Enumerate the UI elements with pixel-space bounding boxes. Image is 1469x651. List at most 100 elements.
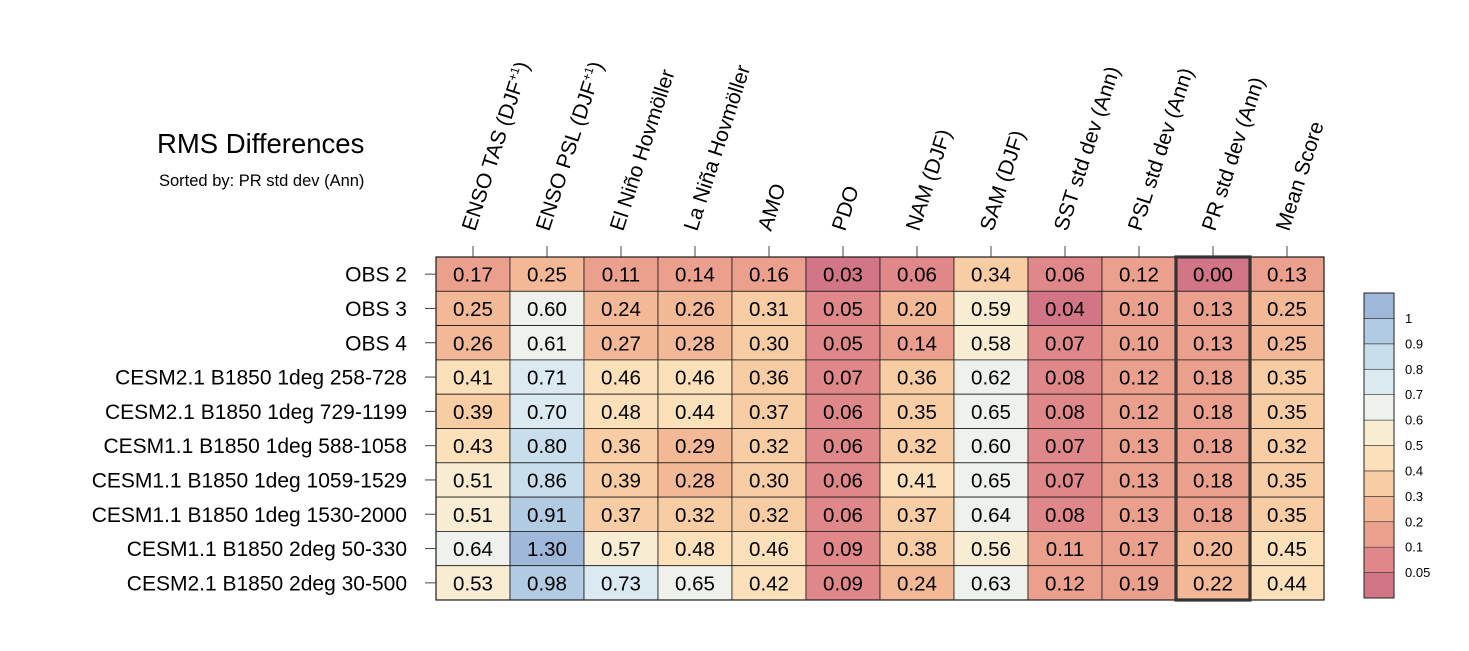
heatmap-cell [1249, 496, 1325, 532]
cell-value-label: 0.36 [601, 435, 641, 458]
cell-value-label: 0.44 [1267, 572, 1307, 595]
heatmap-cell [509, 256, 585, 292]
cell-value-label: 0.09 [823, 538, 863, 561]
cell-value-label: 0.12 [1119, 264, 1159, 287]
heatmap-cell [805, 428, 881, 464]
cell-value-label: 0.07 [1045, 332, 1085, 355]
column-label-sst-std-dev-ann: SST std dev (Ann) [1050, 64, 1125, 234]
cell-value-label: 0.59 [971, 298, 1011, 321]
cell-value-label: 0.71 [527, 367, 567, 390]
cell-value-label: 0.32 [675, 504, 715, 527]
legend-color-swatch [1363, 470, 1395, 497]
heatmap-cell [1175, 290, 1251, 326]
cell-value-label: 0.19 [1119, 572, 1159, 595]
legend-tick-label: 0.5 [1405, 438, 1423, 453]
heatmap-cell [435, 428, 511, 464]
heatmap-cell [509, 531, 585, 567]
cell-value-label: 0.12 [1045, 572, 1085, 595]
heatmap-cell [805, 256, 881, 292]
heatmap-cell [953, 393, 1029, 429]
cell-value-label: 0.61 [527, 332, 567, 355]
cell-value-label: 0.10 [1119, 298, 1159, 321]
heatmap-cell [657, 290, 733, 326]
row-label-obs-2: OBS 2 [345, 264, 407, 287]
cell-value-label: 0.13 [1267, 264, 1307, 287]
cell-value-label: 0.17 [1119, 538, 1159, 561]
cell-value-label: 0.22 [1193, 572, 1233, 595]
heatmap-cell [509, 565, 585, 601]
cell-value-label: 0.56 [971, 538, 1011, 561]
cell-value-label: 0.05 [823, 298, 863, 321]
row-label-cesm1-1-b1850-1deg-1059-1529: CESM1.1 B1850 1deg 1059-1529 [92, 469, 407, 492]
cell-value-label: 0.35 [1267, 504, 1307, 527]
legend-color-swatch [1363, 292, 1395, 319]
heatmap-cell [435, 393, 511, 429]
heatmap-cell [583, 325, 659, 361]
cell-value-label: 0.51 [453, 504, 493, 527]
legend-color-swatch [1363, 394, 1395, 421]
heatmap-cell [731, 462, 807, 498]
cell-value-label: 0.73 [601, 572, 641, 595]
cell-value-label: 0.80 [527, 435, 567, 458]
heatmap-cell [1249, 256, 1325, 292]
heatmap-cell [657, 496, 733, 532]
cell-value-label: 0.39 [601, 469, 641, 492]
legend-color-swatch [1363, 368, 1395, 395]
cell-value-label: 0.65 [971, 469, 1011, 492]
cell-value-label: 0.42 [749, 572, 789, 595]
heatmap-cell [657, 359, 733, 395]
row-label-cesm1-1-b1850-2deg-50-330: CESM1.1 B1850 2deg 50-330 [127, 538, 407, 561]
heatmap-cell [657, 428, 733, 464]
cell-value-label: 0.10 [1119, 332, 1159, 355]
heatmap-cell [1027, 531, 1103, 567]
cell-value-label: 0.26 [675, 298, 715, 321]
cell-value-label: 0.28 [675, 332, 715, 355]
cell-value-label: 0.16 [749, 264, 789, 287]
cell-value-label: 0.46 [601, 367, 641, 390]
heatmap-cell [953, 256, 1029, 292]
cell-value-label: 0.08 [1045, 401, 1085, 424]
heatmap-cell [1027, 359, 1103, 395]
cell-value-label: 0.58 [971, 332, 1011, 355]
cell-value-label: 0.65 [675, 572, 715, 595]
row-label-cesm2-1-b1850-1deg-729-1199: CESM2.1 B1850 1deg 729-1199 [105, 401, 407, 424]
cell-value-label: 0.07 [1045, 435, 1085, 458]
heatmap-cell [805, 393, 881, 429]
cell-value-label: 0.06 [823, 469, 863, 492]
heatmap-cell [731, 565, 807, 601]
heatmap-cell [583, 393, 659, 429]
cell-value-label: 0.98 [527, 572, 567, 595]
cell-value-label: 0.48 [675, 538, 715, 561]
heatmap-cell [657, 531, 733, 567]
column-label-pdo: PDO [828, 183, 864, 233]
cell-value-label: 0.12 [1119, 367, 1159, 390]
heatmap-cell [1249, 462, 1325, 498]
cell-value-label: 0.29 [675, 435, 715, 458]
heatmap-cell [435, 496, 511, 532]
cell-value-label: 0.07 [823, 367, 863, 390]
cell-value-label: 0.00 [1193, 264, 1233, 287]
cell-value-label: 0.60 [971, 435, 1011, 458]
cell-value-label: 0.91 [527, 504, 567, 527]
column-label-amo: AMO [754, 181, 791, 234]
heatmap-cell [731, 290, 807, 326]
cell-value-label: 0.25 [1267, 298, 1307, 321]
heatmap-cell [1249, 531, 1325, 567]
cell-value-label: 0.32 [897, 435, 937, 458]
column-label-sam-djf: SAM (DJF) [976, 128, 1030, 234]
cell-value-label: 0.32 [749, 435, 789, 458]
cell-value-label: 0.37 [897, 504, 937, 527]
cell-value-label: 0.51 [453, 469, 493, 492]
heatmap-cell [1101, 359, 1177, 395]
cell-value-label: 0.28 [675, 469, 715, 492]
cell-value-label: 0.63 [971, 572, 1011, 595]
legend-tick-label: 0.3 [1405, 489, 1423, 504]
cell-value-label: 0.25 [527, 264, 567, 287]
cell-value-label: 0.06 [897, 264, 937, 287]
heatmap-cell [1027, 290, 1103, 326]
cell-value-label: 0.46 [675, 367, 715, 390]
heatmap-cell [1101, 496, 1177, 532]
heatmap-cell [1101, 290, 1177, 326]
heatmap-cell [805, 290, 881, 326]
heatmap-border [435, 256, 1325, 601]
